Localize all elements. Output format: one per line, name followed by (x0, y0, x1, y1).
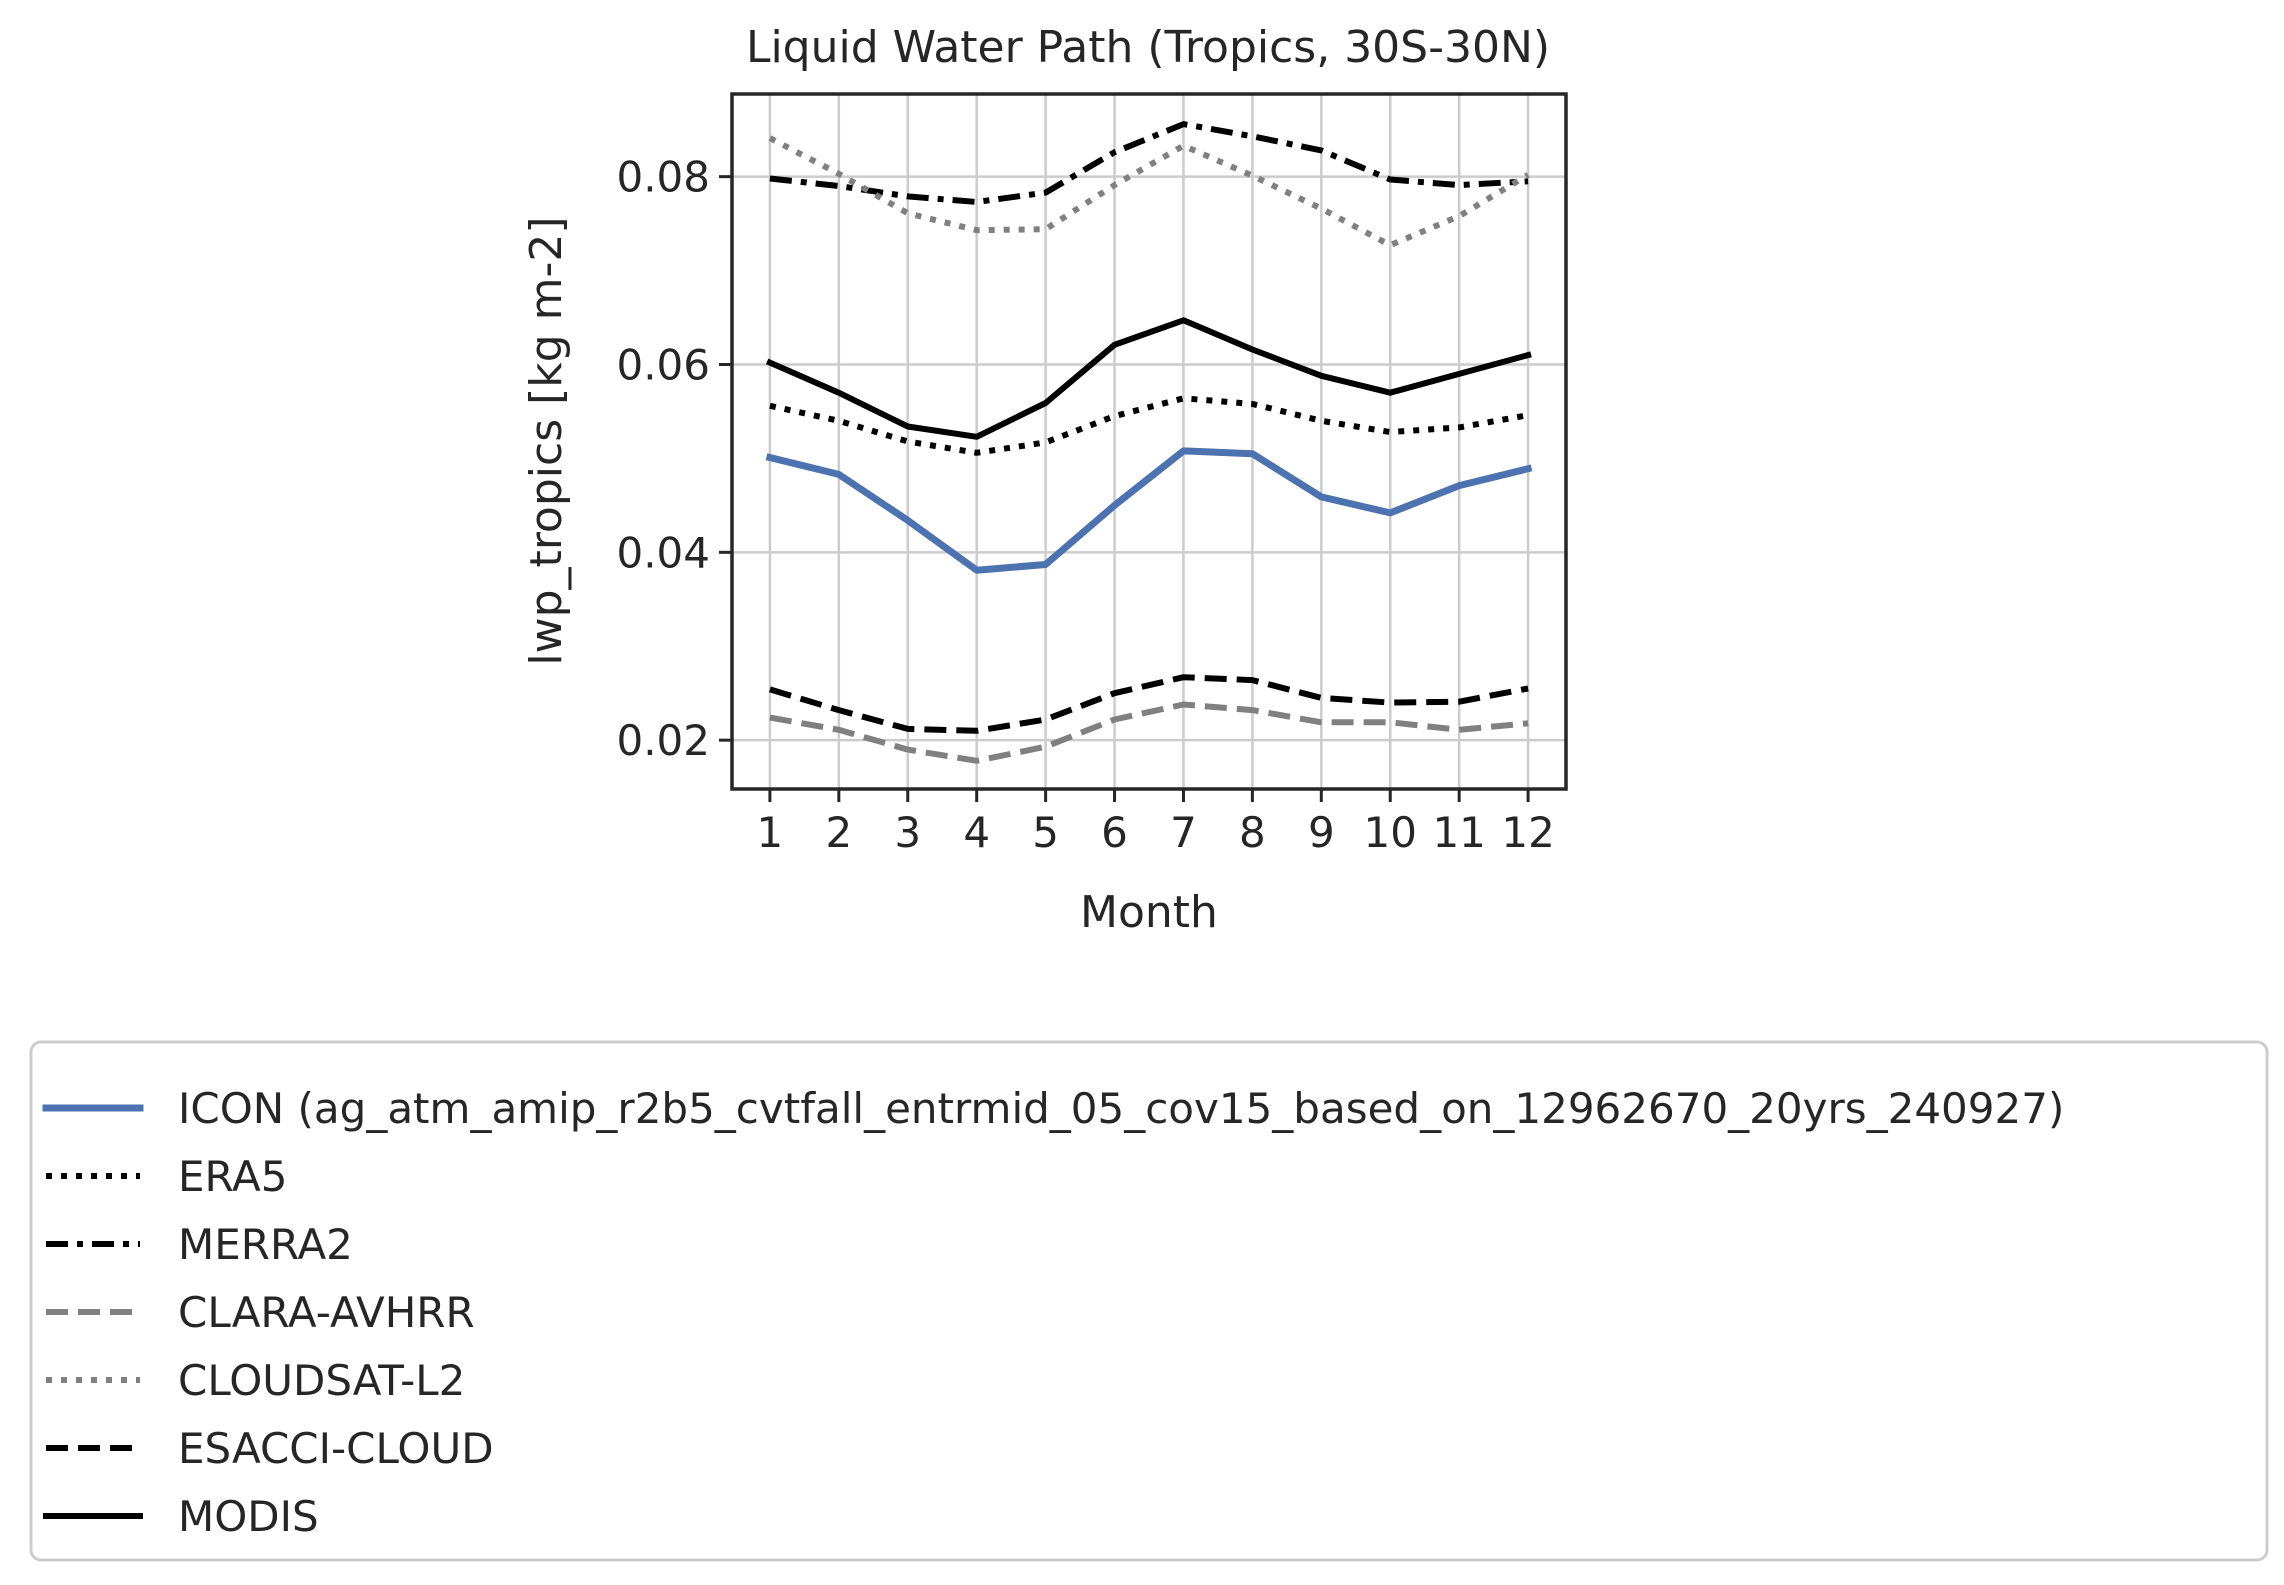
x-tick-label: 7 (1170, 808, 1197, 857)
series-line-cloudsat-l2 (768, 135, 1530, 249)
legend-label: ICON (ag_atm_amip_r2b5_cvtfall_entrmid_0… (178, 1084, 2064, 1133)
x-tick-label: 12 (1501, 808, 1554, 857)
x-tick-label: 2 (825, 808, 852, 857)
legend-label: MERRA2 (178, 1220, 353, 1269)
grid (732, 94, 1566, 789)
legend-items: ICON (ag_atm_amip_r2b5_cvtfall_entrmid_0… (42, 1084, 2064, 1541)
x-tick-label: 11 (1432, 808, 1485, 857)
series-line-icon (765, 447, 1533, 574)
x-tick-label: 6 (1101, 808, 1128, 857)
x-tick-label: 10 (1364, 808, 1417, 857)
x-tick-label: 5 (1032, 808, 1059, 857)
x-tick-label: 4 (963, 808, 990, 857)
legend-label: ERA5 (178, 1152, 287, 1201)
series-line-merra2 (769, 121, 1529, 205)
series-line-clara-avhrr (769, 701, 1529, 764)
legend-label: CLOUDSAT-L2 (178, 1356, 465, 1405)
x-tick-label: 3 (894, 808, 921, 857)
legend-label: MODIS (178, 1492, 319, 1541)
series-lines (765, 121, 1533, 764)
x-tick-label: 8 (1239, 808, 1266, 857)
legend-frame (29, 1040, 2269, 1562)
y-axis-label: lwp_tropics [kg m-2] (521, 216, 572, 665)
legend: ICON (ag_atm_amip_r2b5_cvtfall_entrmid_0… (29, 1040, 2269, 1562)
y-tick-label: 0.06 (616, 340, 710, 389)
y-tick-label: 0.04 (616, 528, 710, 577)
series-line-modis (765, 317, 1532, 440)
legend-label: ESACCI-CLOUD (178, 1424, 494, 1473)
series-line-era5 (769, 395, 1529, 456)
y-tick-label: 0.02 (616, 716, 710, 765)
legend-label: CLARA-AVHRR (178, 1288, 475, 1337)
x-tick-label: 9 (1308, 808, 1335, 857)
plot-frame (730, 92, 1568, 791)
x-axis-label: Month (1080, 887, 1218, 938)
y-tick-label: 0.08 (616, 153, 710, 202)
series-line-esacci-cloud (769, 674, 1529, 734)
x-tick-label: 1 (757, 808, 784, 857)
chart-title: Liquid Water Path (Tropics, 30S-30N) (746, 22, 1550, 73)
axis-ticks: 1 2 3 4 5 6 7 8 9 10 11 120.020.040.060.08 (616, 153, 1554, 857)
